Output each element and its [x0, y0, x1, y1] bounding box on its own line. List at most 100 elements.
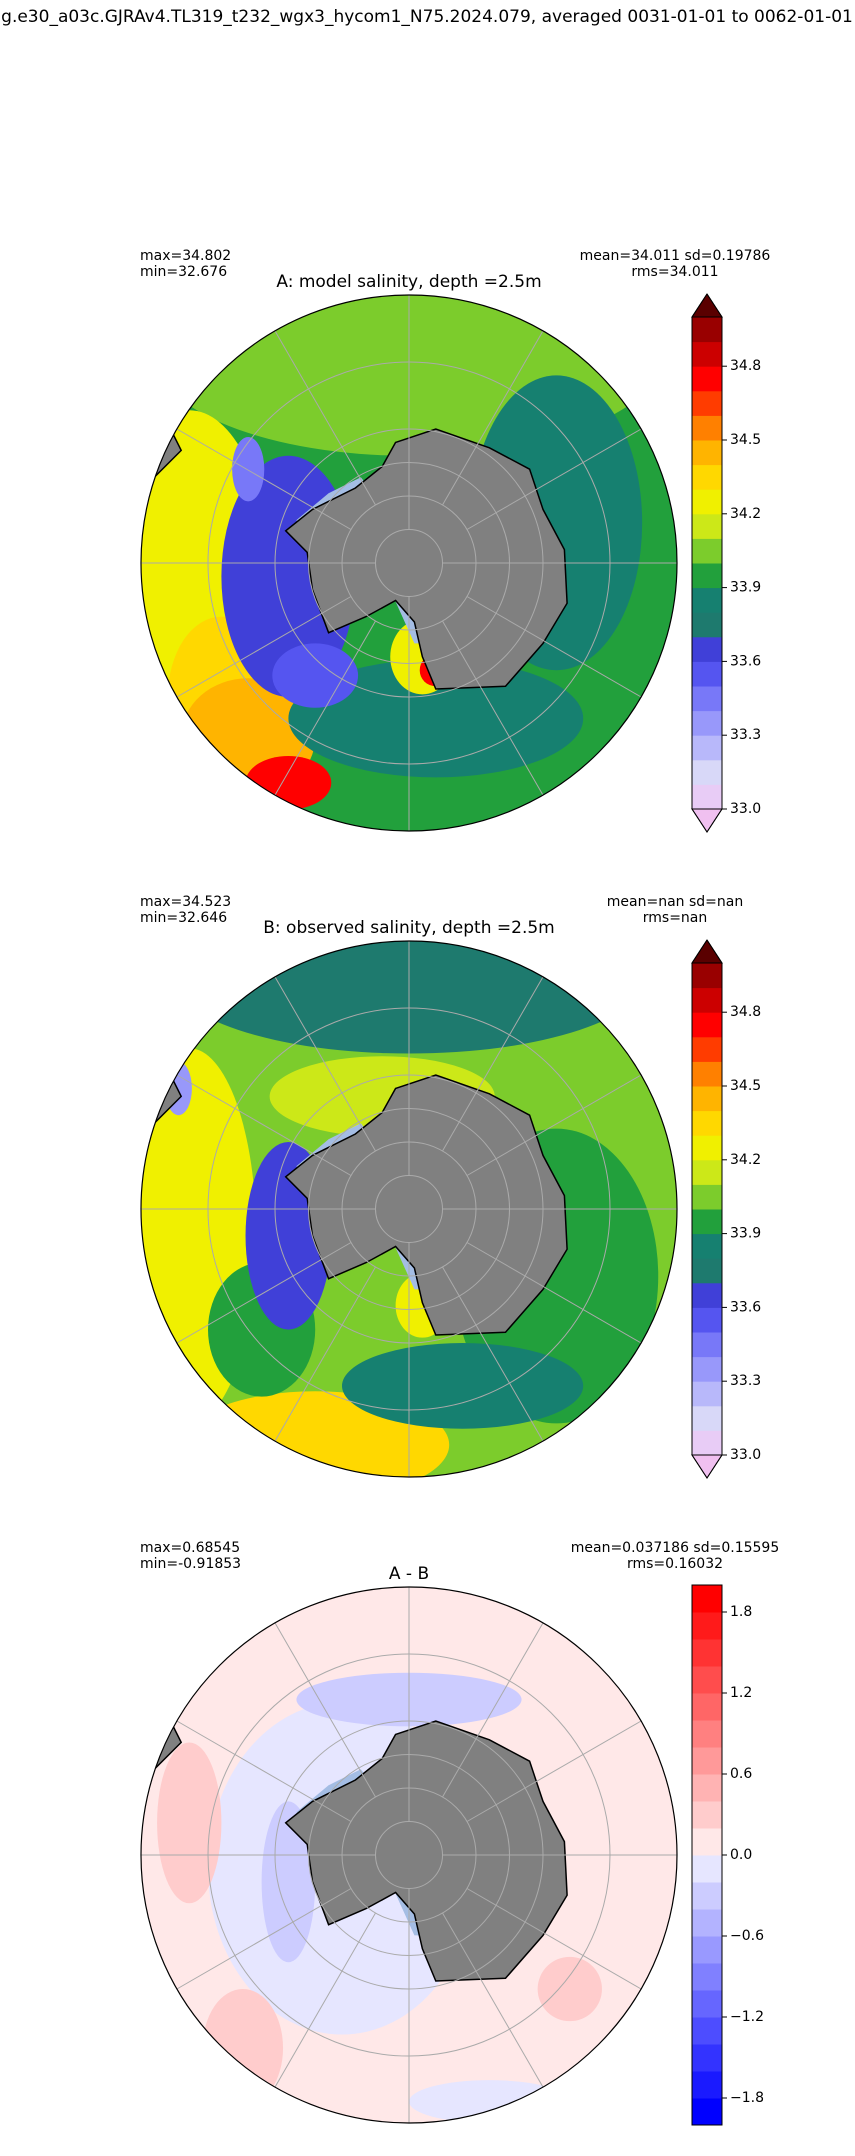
colorbar-segment — [692, 587, 722, 613]
colorbar-segment — [692, 2017, 722, 2045]
graticule — [274, 1622, 376, 1798]
stats-right: rms=34.011 — [631, 264, 718, 280]
colorbar-extend-under — [691, 1454, 723, 1479]
graticule — [176, 1074, 352, 1176]
colorbar-tick-label: 33.0 — [730, 1447, 761, 1463]
field-region — [245, 755, 332, 810]
graticule — [176, 1720, 352, 1822]
colorbar-outline — [691, 939, 723, 1479]
graticule — [274, 1912, 376, 2088]
graticule — [442, 620, 544, 796]
colorbar-segment — [692, 1855, 722, 1883]
colorbar-segment — [692, 1405, 722, 1431]
colorbar-segment — [692, 686, 722, 712]
colorbar-tick-label: −0.6 — [730, 1928, 764, 1944]
colorbar-segment — [692, 341, 722, 367]
colorbar-segment — [692, 710, 722, 736]
colorbar-tick-label: 34.5 — [730, 1078, 761, 1094]
colorbar-segment — [692, 366, 722, 392]
colorbar-tick-label: 33.9 — [730, 580, 761, 596]
colorbar-tick-label: 34.5 — [730, 432, 761, 448]
colorbar-segment — [692, 987, 722, 1013]
figure-title: g.e30_a03c.GJRAv4.TL319_t232_wgx3_hycom1… — [1, 7, 853, 27]
colorbar-extend-over — [691, 939, 723, 964]
stats-left: max=34.523 — [140, 894, 231, 910]
graticule — [466, 1074, 642, 1176]
colorbar-extend-over — [691, 293, 723, 318]
colorbar-extend-under — [691, 808, 723, 833]
graticule — [442, 976, 544, 1152]
graticule — [176, 1888, 352, 1990]
colorbar-tick-label: 33.6 — [730, 653, 761, 669]
colorbar-segment — [692, 563, 722, 589]
field-region — [202, 1989, 284, 2107]
colorbar-segment — [692, 1258, 722, 1284]
colorbar-segment — [692, 1332, 722, 1358]
colorbar-segment — [692, 1747, 722, 1775]
field-region — [272, 643, 359, 708]
colorbar-tick-label: 33.9 — [730, 1226, 761, 1242]
stats-left: min=-0.91853 — [140, 1556, 241, 1572]
map-border — [140, 940, 678, 1478]
panel-title: A: model salinity, depth =2.5m — [276, 272, 541, 292]
stats-right: mean=0.037186 sd=0.15595 — [571, 1540, 780, 1556]
colorbar-segment — [692, 636, 722, 662]
colorbar-segment — [692, 1282, 722, 1308]
stats-left: min=32.646 — [140, 910, 227, 926]
colorbar-segment — [692, 1639, 722, 1667]
field-region — [342, 1343, 584, 1429]
colorbar-segment — [692, 489, 722, 515]
panel-title: B: observed salinity, depth =2.5m — [263, 918, 554, 938]
colorbar-segment — [692, 415, 722, 441]
colorbar-tick-label: 34.2 — [730, 1152, 761, 1168]
stats-left: max=0.68545 — [140, 1540, 240, 1556]
graticule — [442, 1266, 544, 1442]
colorbar-segment — [692, 2098, 722, 2126]
colorbar-segment — [692, 1012, 722, 1038]
map — [141, 1587, 677, 2123]
colorbar-segment — [692, 1963, 722, 1991]
graticule — [466, 596, 642, 698]
panel-title: A - B — [389, 1564, 429, 1584]
colorbar-segment — [692, 1693, 722, 1721]
colorbar-segment — [692, 1184, 722, 1210]
colorbar-segment — [692, 759, 722, 785]
colorbar-segment — [692, 1666, 722, 1694]
graticule — [442, 1622, 544, 1798]
map — [141, 295, 677, 831]
colorbar-segment — [692, 784, 722, 810]
graticule — [466, 428, 642, 530]
colorbar-tick-label: 33.6 — [730, 1299, 761, 1315]
colorbar-segment — [692, 464, 722, 490]
field-region — [157, 1742, 222, 1904]
colorbar-segment — [692, 390, 722, 416]
field-region — [409, 2080, 570, 2123]
colorbar-segment — [692, 1612, 722, 1640]
colorbar-segment — [692, 1061, 722, 1087]
graticule — [274, 976, 376, 1152]
colorbar-tick-label: 33.0 — [730, 801, 761, 817]
colorbar-tick-label: 34.8 — [730, 1004, 761, 1020]
colorbar-segment — [692, 1990, 722, 2018]
colorbar-tick-label: 33.3 — [730, 1373, 761, 1389]
colorbar-segment — [692, 1356, 722, 1382]
colorbar-tick-label: 34.2 — [730, 506, 761, 522]
colorbar-segment — [692, 1159, 722, 1185]
colorbar-tick-label: −1.8 — [730, 2090, 764, 2106]
colorbar-segment — [692, 1036, 722, 1062]
colorbar-segment — [692, 963, 722, 989]
field-region — [261, 1801, 316, 1963]
colorbar-segment — [692, 440, 722, 466]
colorbar-segment — [692, 1828, 722, 1856]
map — [141, 941, 677, 1477]
graticule — [466, 1720, 642, 1822]
stats-left: min=32.676 — [140, 264, 227, 280]
stats-right: mean=nan sd=nan — [607, 894, 743, 910]
stats-right: rms=0.16032 — [627, 1556, 723, 1572]
colorbar-segment — [692, 1086, 722, 1112]
graticule — [466, 1242, 642, 1344]
graticule — [442, 330, 544, 506]
stats-right: mean=34.011 sd=0.19786 — [580, 248, 771, 264]
colorbar-segment — [692, 317, 722, 343]
